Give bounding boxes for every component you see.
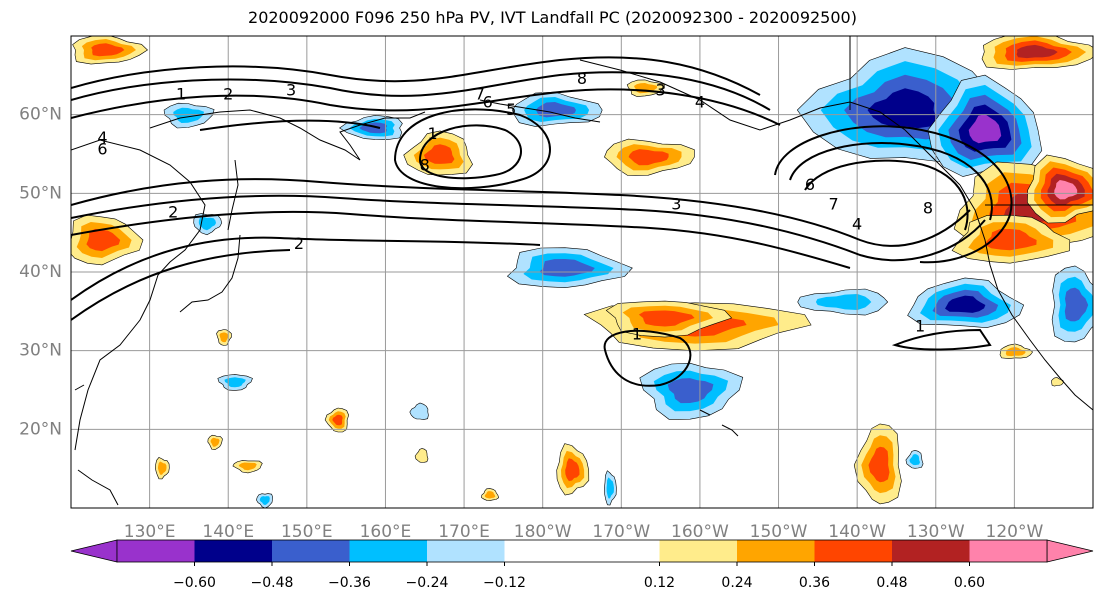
coastline-segment	[74, 384, 85, 391]
contour-label: 7	[828, 195, 838, 214]
longitude-tick-label: 140°W	[828, 522, 886, 542]
colorbar-outline	[116, 539, 1048, 563]
colorbar-segment	[117, 540, 195, 562]
pv-contour	[774, 125, 1013, 264]
contour-label: 6	[483, 92, 493, 111]
colorbar-tick-label: −0.36	[328, 575, 371, 591]
pv-contour	[804, 159, 969, 231]
longitude-tick-label: 120°W	[986, 522, 1044, 542]
longitude-tick-label: 170°E	[438, 522, 490, 542]
contour-label: 4	[852, 214, 862, 233]
colorbar-tick-label: 0.48	[876, 575, 907, 591]
latitude-tick-label: 20°N	[19, 419, 62, 439]
latitude-tick-label: 40°N	[19, 262, 62, 282]
colorbar-tick-label: 0.12	[644, 575, 675, 591]
colorbar-tick-label: 0.24	[721, 575, 752, 591]
colorbar-segment	[969, 540, 1047, 562]
contour-label: 5	[506, 100, 516, 119]
pv-contour	[71, 178, 971, 247]
colorbar-segment	[427, 540, 505, 562]
contour-label: 7	[475, 85, 485, 104]
contour-label: 2	[168, 203, 178, 222]
pv-contour	[891, 328, 992, 351]
pv-contour	[789, 142, 993, 221]
contour-label: 8	[420, 155, 430, 174]
colorbar-under-extension	[70, 539, 118, 563]
contour-label: 1	[176, 85, 186, 104]
contour-label: 3	[286, 81, 296, 100]
longitude-labels: 130°E 140°E 150°E 160°E 170°E 180°W 170°W 160°W…	[124, 522, 1044, 542]
contour-label: 4	[97, 128, 107, 147]
coastline-segment	[179, 234, 241, 313]
contour-label: 1	[632, 324, 642, 343]
pv-contour	[71, 210, 851, 269]
colorbar-segment	[814, 540, 892, 562]
colorbar-segment	[892, 540, 970, 562]
contour-label: 6	[805, 175, 815, 194]
latitude-tick-label: 30°N	[19, 341, 62, 361]
pv-contour	[603, 329, 692, 387]
pv-contour	[393, 108, 551, 190]
coastlines	[71, 36, 1093, 506]
colorbar-segment	[194, 540, 272, 562]
coastline-segment	[149, 109, 426, 161]
coastline-segment	[721, 424, 739, 437]
colorbar-segment	[659, 540, 737, 562]
colorbar-tick-label: 0.60	[954, 575, 985, 591]
map-frame	[70, 35, 1094, 509]
longitude-tick-label: 130°W	[907, 522, 965, 542]
contour-label: 1	[915, 317, 925, 336]
longitude-tick-label: 130°E	[124, 522, 176, 542]
pv-contour	[71, 88, 781, 126]
longitude-tick-label: 160°E	[360, 522, 412, 542]
pv-contour	[418, 124, 522, 180]
contour-label: 3	[671, 195, 681, 214]
colorbar-segment	[349, 540, 427, 562]
longitude-tick-label: 150°E	[281, 522, 333, 542]
pv-contour	[71, 56, 761, 96]
contour-label: 2	[294, 234, 304, 253]
colorbar: −0.60 −0.48 −0.36 −0.24 −0.12 0.12 0.24 0.36 0.4…	[70, 539, 1094, 591]
coastline-segment	[479, 99, 601, 123]
map-title: 2020092000 F096 250 hPa PV, IVT Landfall…	[248, 8, 857, 27]
pv-contours	[71, 56, 1013, 387]
pv-anomaly-shading	[71, 36, 1093, 508]
colorbar-tick-label: 0.36	[799, 575, 830, 591]
pv-contour	[71, 236, 541, 301]
colorbar-tick-label: −0.60	[173, 575, 216, 591]
latitude-labels: 20°N 30°N 40°N 50°N 60°N	[19, 105, 62, 440]
pv-contour	[71, 71, 771, 111]
pv-contour	[199, 119, 381, 131]
coastline-segment	[71, 139, 206, 451]
coastline-segment	[77, 469, 119, 506]
longitude-tick-label: 140°E	[202, 522, 254, 542]
pv-contour	[71, 194, 986, 262]
contour-label: 3	[656, 81, 666, 100]
colorbar-tick-label: −0.12	[483, 575, 526, 591]
coastline-segment	[227, 159, 239, 231]
longitude-tick-label: 150°W	[750, 522, 808, 542]
latitude-tick-label: 50°N	[19, 183, 62, 203]
colorbar-over-extension	[1046, 539, 1094, 563]
coastline-segment	[959, 184, 1093, 411]
pv-contour	[71, 249, 291, 321]
longitude-tick-label: 180°W	[514, 522, 572, 542]
longitude-tick-label: 160°W	[671, 522, 729, 542]
contour-label: 1	[428, 124, 438, 143]
colorbar-tick-label: −0.48	[251, 575, 294, 591]
contour-label: 2	[223, 85, 233, 104]
longitude-tick-label: 170°W	[592, 522, 650, 542]
colorbar-segment	[737, 540, 815, 562]
contour-label: 4	[695, 92, 705, 111]
colorbar-segment	[504, 540, 660, 562]
colorbar-tick-label: −0.24	[406, 575, 449, 591]
contour-label: 8	[577, 69, 587, 88]
contour-label: 8	[923, 199, 933, 218]
coastline-segment	[699, 409, 711, 416]
colorbar-segment	[272, 540, 350, 562]
contour-label: 6	[97, 140, 107, 159]
latitude-tick-label: 60°N	[19, 105, 62, 125]
